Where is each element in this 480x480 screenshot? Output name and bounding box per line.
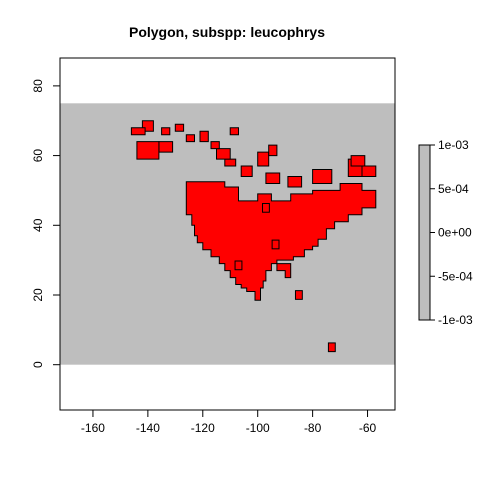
range-polygon	[216, 148, 231, 160]
legend-color-bar	[418, 144, 431, 321]
range-polygon	[136, 141, 160, 160]
legend-tick-label: -5e-04	[438, 269, 473, 283]
legend-tick-label: 1e-03	[438, 138, 469, 152]
range-polygon	[361, 165, 377, 177]
range-polygon	[224, 158, 237, 167]
legend-tick-label: -1e-03	[438, 313, 473, 327]
range-polygon	[199, 130, 209, 143]
range-cell	[294, 290, 303, 300]
color-legend: 1e-03 5e-04 0e+00 -5e-04 -1e-03	[418, 138, 473, 327]
range-polygon	[350, 155, 366, 167]
range-polygon	[210, 141, 220, 150]
y-tick-label: 60	[31, 149, 45, 163]
range-polygon	[265, 172, 281, 184]
range-cell	[234, 260, 243, 271]
range-polygon	[161, 127, 171, 136]
y-tick-label: 20	[31, 288, 45, 302]
legend-tick-label: 0e+00	[438, 226, 472, 240]
range-polygon	[158, 141, 174, 153]
y-tick-label: 40	[31, 218, 45, 232]
legend-tick-label: 5e-04	[438, 182, 469, 196]
range-cell	[262, 203, 270, 213]
range-polygon	[240, 165, 253, 177]
range-polygon	[287, 176, 303, 188]
x-axis: -160 -140 -120 -100 -80 -60	[81, 410, 377, 435]
x-tick-label: -160	[81, 421, 105, 435]
plot-area	[60, 103, 395, 365]
legend-axis: 1e-03 5e-04 0e+00 -5e-04 -1e-03	[430, 138, 473, 327]
y-tick-label: 80	[31, 79, 45, 93]
range-polygon	[257, 151, 270, 167]
range-polygon	[312, 169, 333, 184]
range-polygon	[276, 263, 292, 279]
x-tick-label: -140	[136, 421, 160, 435]
range-polygon	[229, 127, 239, 136]
range-polygon	[185, 134, 195, 143]
range-polygon	[268, 144, 278, 157]
range-polygon	[130, 127, 146, 136]
x-tick-label: -100	[246, 421, 270, 435]
x-tick-label: -80	[304, 421, 322, 435]
y-axis: 0 20 40 60 80	[31, 79, 60, 368]
range-cell	[271, 239, 280, 250]
range-cell	[327, 342, 336, 353]
range-polygon	[185, 181, 377, 301]
range-polygon	[174, 123, 185, 132]
x-tick-label: -60	[359, 421, 377, 435]
chart-title: Polygon, subspp: leucophrys	[129, 24, 325, 40]
plot-frame	[59, 57, 396, 411]
y-tick-label: 0	[31, 361, 45, 368]
x-tick-label: -120	[191, 421, 215, 435]
